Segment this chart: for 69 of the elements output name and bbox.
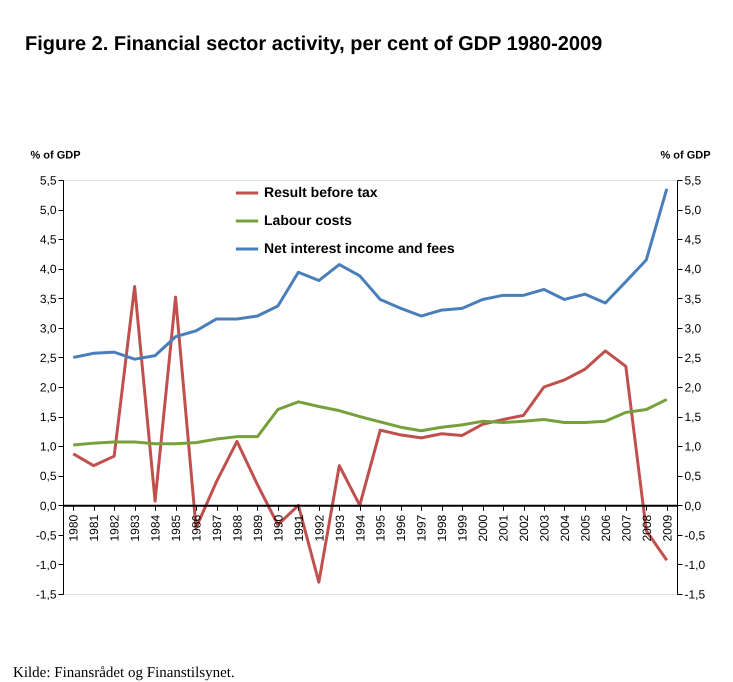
y-tick-label: 3,0 [40,321,57,336]
y2-tick-label: -0,5 [684,528,706,542]
x-tick-label: 2008 [640,514,654,542]
x-tick-label: 1999 [456,514,470,542]
y-tick-label: 5,5 [40,174,57,188]
x-tick-label: 1994 [353,514,368,542]
x-tick-label: 2003 [537,514,552,542]
y2-tick-label: 0,5 [684,469,702,484]
x-tick-label: 1983 [128,514,142,542]
legend-label: Labour costs [264,212,352,228]
x-tick-label: 1993 [332,514,347,542]
y2-tick-label: 4,5 [684,232,702,247]
x-tick-label: 1997 [414,514,429,542]
x-tick-label: 1995 [374,514,388,542]
x-tick-label: 1989 [250,514,265,542]
y2-tick-label: 2,0 [684,380,702,394]
y-tick-label: -1,0 [36,558,57,572]
y2-tick-label: 2,5 [684,350,702,365]
line-series [72,187,668,361]
y-tick-label: 2,5 [40,350,57,365]
x-tick-label: 1980 [66,514,81,542]
x-tick-label: 1988 [230,514,244,542]
y2-tick-label: 4,0 [684,262,702,276]
y2-tick-label: 5,0 [684,203,702,218]
y2-tick-label: -1,0 [684,558,706,572]
y-tick-label: 2,0 [40,380,57,394]
x-tick-label: 2002 [517,514,531,542]
y-tick-label: 1,5 [40,410,57,424]
x-tick-label: 1998 [435,514,450,542]
x-tick-label: 2000 [476,514,490,542]
x-tick-label: 2001 [496,514,511,542]
y2-tick-label: 3,0 [684,321,702,336]
y2-tick-label: 5,5 [684,174,702,188]
x-tick-label: 1996 [394,514,408,542]
x-tick-label: 1986 [190,514,204,542]
y2-tick-label: -1,5 [684,588,706,602]
chart-title: Figure 2. Financial sector activity, per cent of GDP 1980-2009 [25,33,602,55]
x-tick-label: 1984 [148,514,163,542]
x-tick-label: 1985 [169,514,184,542]
x-tick-label: 1982 [108,514,122,542]
x-tick-label: 2007 [619,514,634,542]
y-tick-label: 0,5 [40,469,57,484]
x-tick-label: 2006 [598,514,613,542]
legend-label: Net interest income and fees [264,240,455,256]
y-tick-label: 1,0 [40,440,57,454]
x-tick-label: 1992 [312,514,326,542]
x-tick-label: 2004 [558,514,572,542]
y-tick-label: 5,0 [40,203,57,218]
x-tick-label: 1990 [271,514,286,542]
y2-tick-label: 1,0 [684,440,702,454]
y-tick-label: -0,5 [36,528,57,542]
x-tick-label: 2005 [578,514,592,542]
y2-tick-label: 1,5 [684,410,702,424]
y-axis-title: % of GDP [30,150,81,162]
legend-label: Result before tax [264,184,378,200]
x-tick-label: 1981 [87,514,102,542]
x-tick-label: 1987 [210,514,224,542]
x-tick-label: 1991 [292,514,306,542]
y2-tick-label: 3,5 [684,292,702,306]
y-tick-label: 0,0 [40,498,57,513]
y-tick-label: 4,0 [40,262,57,276]
y-tick-label: 4,5 [40,232,57,247]
y2-tick-label: 0,0 [684,498,702,513]
y2-axis-title: % of GDP [660,150,711,162]
x-tick-label: 2009 [660,514,674,542]
y-tick-label: -1,5 [36,588,57,602]
text: Kilde: Finansrådet og Finanstilsynet. [13,665,235,681]
y-tick-label: 3,5 [40,292,57,306]
line-series [72,398,668,446]
